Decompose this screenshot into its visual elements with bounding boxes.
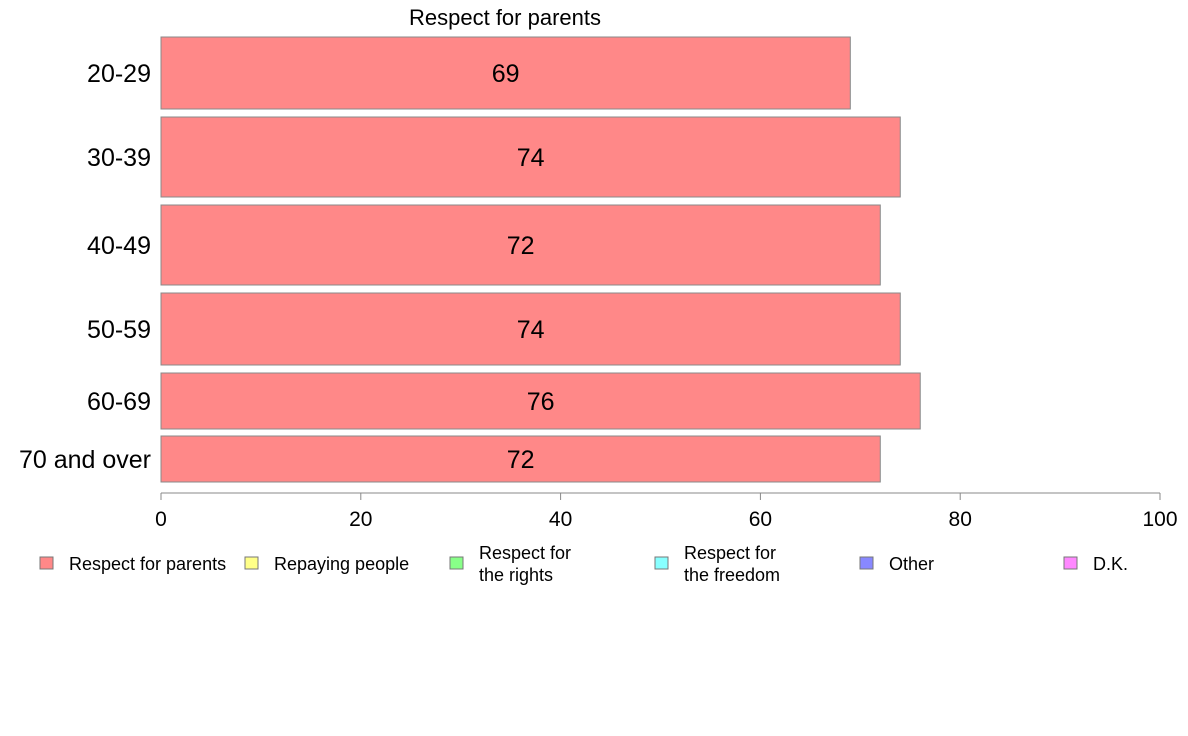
category-label: 60-69 [87,388,151,416]
legend-label: Respect for [684,543,776,563]
x-tick-label: 0 [155,508,167,531]
legend-label: Respect for parents [69,554,226,574]
value-label: 74 [517,144,545,172]
value-label: 74 [517,316,545,344]
x-tick-label: 100 [1142,508,1177,531]
value-label: 69 [492,60,520,88]
category-label: 50-59 [87,316,151,344]
category-label: 70 and over [19,446,151,474]
value-label: 72 [507,232,535,260]
legend-label: the rights [479,565,553,585]
legend: Respect for parents Repaying people Respec… [39,543,1128,585]
legend-label: Repaying people [274,554,409,574]
legend-label: Respect for [479,543,571,563]
x-tick-label: 60 [749,508,772,531]
x-axis: 0 20 40 60 80 100 [155,492,1178,531]
x-tick-label: 80 [949,508,972,531]
legend-label: the freedom [684,565,780,585]
bar-30-39 [160,116,901,198]
value-label: 76 [527,388,555,416]
x-tick-label: 40 [549,508,572,531]
legend-swatch [244,556,259,570]
bar-40-49 [160,204,881,286]
legend-swatch [39,556,54,570]
legend-swatch [449,556,464,570]
bar-70-and-over [160,435,881,483]
bar-60-69 [160,372,921,430]
value-label: 72 [507,446,535,474]
category-label: 30-39 [87,144,151,172]
x-tick-label: 20 [349,508,372,531]
legend-swatch [654,556,669,570]
category-label: 20-29 [87,60,151,88]
legend-swatch [1063,556,1078,570]
legend-label: D.K. [1093,554,1128,574]
bar-group: 20-29 69 30-39 74 40-49 72 50-59 74 60-69 76 70 an… [19,36,921,483]
category-label: 40-49 [87,232,151,260]
legend-swatch [859,556,874,570]
chart-title: Respect for parents [409,5,601,30]
bar-20-29 [160,36,851,110]
bar-50-59 [160,292,901,366]
legend-label: Other [889,554,934,574]
